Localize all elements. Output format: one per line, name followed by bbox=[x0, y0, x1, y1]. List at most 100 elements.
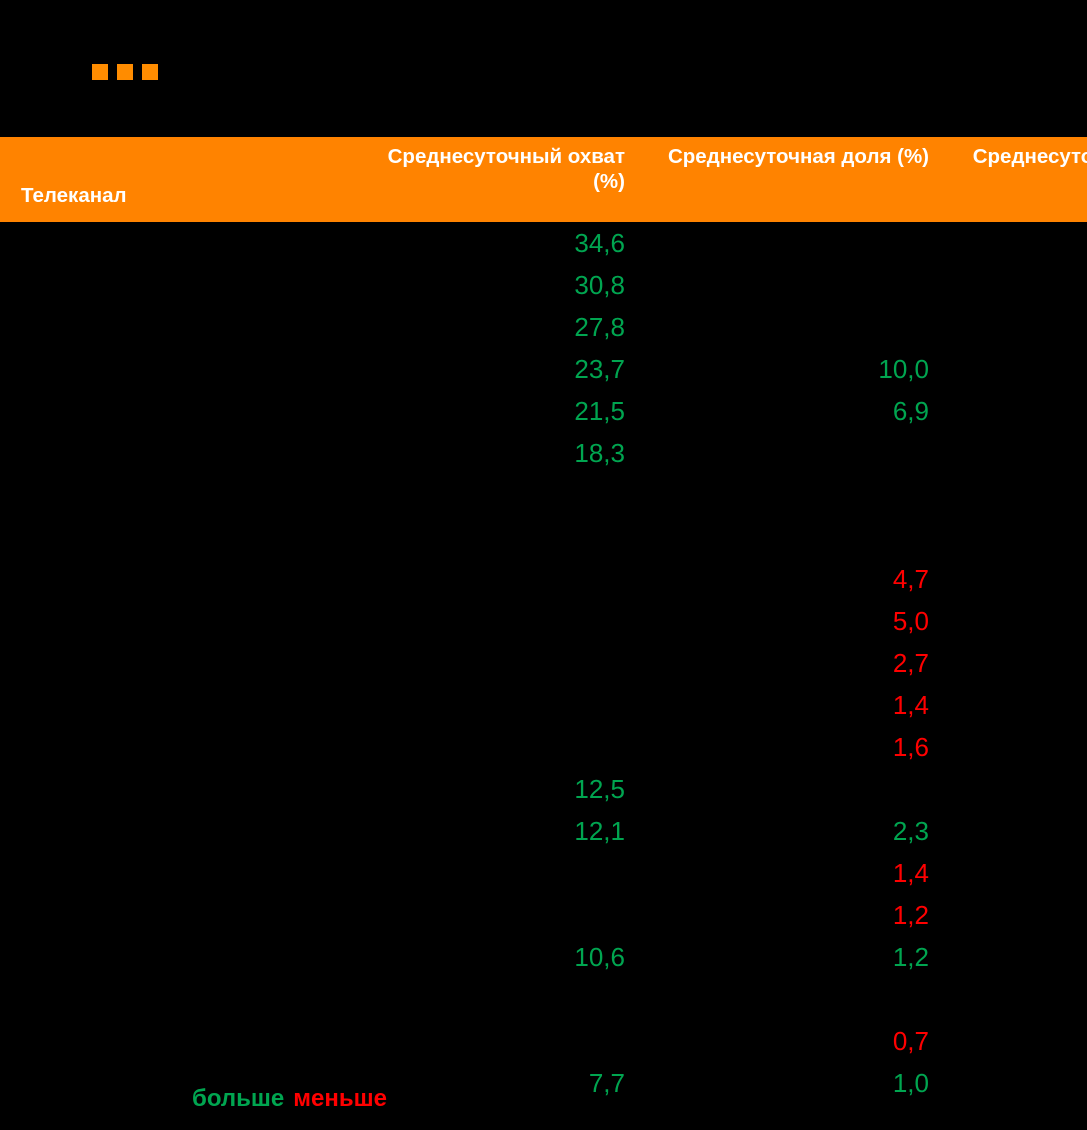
cell-reach: 12,1 bbox=[574, 816, 625, 846]
logo-square-1-icon bbox=[92, 64, 108, 80]
cell-reach bbox=[342, 516, 646, 558]
table-row[interactable]: 12,5 0,4 bbox=[0, 768, 1087, 810]
cell-channel bbox=[0, 264, 342, 306]
table-row[interactable]: 1,2 0,1 bbox=[0, 894, 1087, 936]
cell-share: 1,4 bbox=[892, 858, 929, 888]
cell-channel bbox=[0, 810, 342, 852]
cell-share: 2,3 bbox=[892, 816, 929, 846]
table-header: Телеканал Среднесуточный охват (%) Средн… bbox=[0, 137, 1087, 222]
table-row[interactable]: 10,6 1,2 0,1 bbox=[0, 936, 1087, 978]
cell-rating: 0,3 bbox=[950, 810, 1087, 852]
cell-rating: 0,4 bbox=[950, 768, 1087, 810]
cell-rating: 1,4 bbox=[950, 306, 1087, 348]
cell-share bbox=[646, 222, 950, 264]
table-row[interactable]: 0,3 bbox=[0, 474, 1087, 516]
cell-channel bbox=[0, 432, 342, 474]
cell-reach: 27,8 bbox=[574, 312, 625, 342]
cell-reach: 7,7 bbox=[588, 1068, 625, 1098]
cell-channel bbox=[0, 642, 342, 684]
cell-reach bbox=[342, 894, 646, 936]
cell-channel bbox=[0, 1020, 342, 1062]
cell-share: 6,9 bbox=[892, 396, 929, 426]
table-row[interactable]: 27,8 1,4 bbox=[0, 306, 1087, 348]
table-row[interactable]: 12,1 2,3 0,3 bbox=[0, 810, 1087, 852]
cell-channel bbox=[0, 894, 342, 936]
table-row[interactable]: 30,8 0,9 bbox=[0, 264, 1087, 306]
cell-rating bbox=[950, 726, 1087, 768]
cell-rating: 0,1 bbox=[950, 894, 1087, 936]
column-header-rating[interactable]: Среднесуточный рейтинг (%) bbox=[972, 145, 1087, 168]
cell-rating bbox=[950, 642, 1087, 684]
column-header-share[interactable]: Среднесуточная доля (%) bbox=[667, 145, 929, 168]
cell-rating bbox=[950, 558, 1087, 600]
cell-share: 10,0 bbox=[878, 354, 929, 384]
cell-reach: 23,7 bbox=[574, 354, 625, 384]
cell-channel bbox=[0, 852, 342, 894]
table-row[interactable]: 0,7 0,1 bbox=[0, 1020, 1087, 1062]
cell-reach: 10,6 bbox=[574, 942, 625, 972]
table-row[interactable]: 4,7 bbox=[0, 558, 1087, 600]
cell-share: 1,0 bbox=[892, 1068, 929, 1098]
cell-rating bbox=[950, 516, 1087, 558]
cell-rating: 0,2 bbox=[950, 684, 1087, 726]
channels-table: Телеканал Среднесуточный охват (%) Средн… bbox=[0, 137, 1087, 1104]
table-row[interactable]: 21,5 6,9 0,8 bbox=[0, 390, 1087, 432]
cell-channel bbox=[0, 978, 342, 1020]
cell-reach bbox=[342, 978, 646, 1020]
cell-reach: 34,6 bbox=[574, 228, 625, 258]
cell-rating: 0,7 bbox=[950, 432, 1087, 474]
legend-more-label: больше bbox=[192, 1085, 285, 1112]
cell-channel bbox=[0, 936, 342, 978]
table-row[interactable]: 2,7 bbox=[0, 642, 1087, 684]
table-row[interactable]: 1,4 bbox=[0, 852, 1087, 894]
cell-reach bbox=[342, 726, 646, 768]
cell-reach bbox=[342, 642, 646, 684]
table-row[interactable] bbox=[0, 978, 1087, 1020]
column-header-reach[interactable]: Среднесуточный охват (%) bbox=[387, 145, 625, 193]
logo-square-2-icon bbox=[117, 64, 133, 80]
cell-share: 5,0 bbox=[892, 606, 929, 636]
table-row[interactable]: 18,3 0,7 bbox=[0, 432, 1087, 474]
cell-channel bbox=[0, 348, 342, 390]
cell-channel bbox=[0, 558, 342, 600]
cell-reach bbox=[342, 852, 646, 894]
cell-rating: 0,1 bbox=[950, 1020, 1087, 1062]
legend: больше меньше bbox=[192, 1084, 387, 1114]
cell-share bbox=[646, 264, 950, 306]
table-row[interactable]: 23,7 10,0 1,2 bbox=[0, 348, 1087, 390]
cell-rating bbox=[950, 978, 1087, 1020]
cell-share bbox=[646, 432, 950, 474]
cell-share bbox=[646, 768, 950, 810]
table-row[interactable]: 1,4 0,2 bbox=[0, 684, 1087, 726]
cell-share: 1,4 bbox=[892, 690, 929, 720]
cell-channel bbox=[0, 516, 342, 558]
cell-reach bbox=[342, 1020, 646, 1062]
table-row[interactable] bbox=[0, 516, 1087, 558]
table-row[interactable]: 34,6 1,6 bbox=[0, 222, 1087, 264]
cell-share: 2,7 bbox=[892, 648, 929, 678]
cell-channel bbox=[0, 768, 342, 810]
cell-share: 0,7 bbox=[892, 1026, 929, 1056]
logo-marks bbox=[92, 64, 158, 80]
cell-share: 4,7 bbox=[892, 564, 929, 594]
cell-rating: 0,1 bbox=[950, 936, 1087, 978]
table-row[interactable]: 1,6 bbox=[0, 726, 1087, 768]
cell-rating: 0,3 bbox=[950, 474, 1087, 516]
cell-rating bbox=[950, 852, 1087, 894]
cell-reach bbox=[342, 558, 646, 600]
cell-reach: 30,8 bbox=[574, 270, 625, 300]
cell-channel bbox=[0, 726, 342, 768]
cell-rating: 0,8 bbox=[950, 390, 1087, 432]
cell-reach bbox=[342, 684, 646, 726]
cell-reach: 21,5 bbox=[574, 396, 625, 426]
cell-channel bbox=[0, 600, 342, 642]
table-row[interactable]: 7,7 1,0 0,1 bbox=[0, 1062, 1087, 1104]
cell-reach bbox=[342, 474, 646, 516]
cell-channel bbox=[0, 222, 342, 264]
logo-square-3-icon bbox=[142, 64, 158, 80]
cell-rating: 0,9 bbox=[950, 264, 1087, 306]
cell-channel bbox=[0, 684, 342, 726]
column-header-channel[interactable]: Телеканал bbox=[21, 184, 127, 207]
table-row[interactable]: 5,0 bbox=[0, 600, 1087, 642]
cell-share bbox=[646, 306, 950, 348]
